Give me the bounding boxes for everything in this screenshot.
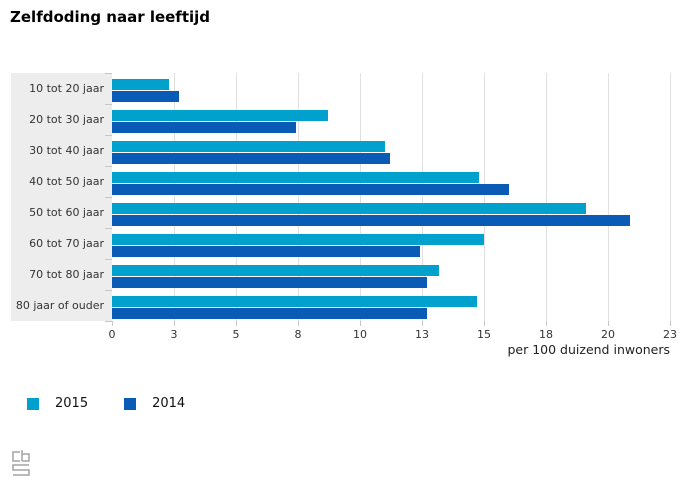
x-axis-tick — [360, 321, 361, 326]
x-axis-tick-label: 3 — [170, 328, 178, 341]
chart-row: 80 jaar of ouder — [11, 290, 677, 321]
bar-2014-20-tot-30-jaar[interactable] — [112, 122, 296, 133]
bar-2015-50-tot-60-jaar[interactable] — [112, 203, 586, 214]
row-plot — [112, 73, 670, 104]
bar-2015-20-tot-30-jaar[interactable] — [112, 110, 328, 121]
chart-rows: 10 tot 20 jaar 20 tot 30 jaar 30 tot 40 ja… — [11, 73, 677, 321]
x-axis-tick — [112, 321, 113, 326]
row-plot — [112, 104, 670, 135]
category-boundary-tick — [105, 104, 112, 105]
x-axis-tick — [422, 321, 423, 326]
bar-2014-30-tot-40-jaar[interactable] — [112, 153, 390, 164]
row-plot — [112, 166, 670, 197]
bar-2014-50-tot-60-jaar[interactable] — [112, 215, 631, 226]
gridline — [236, 73, 237, 321]
gridline — [546, 73, 547, 321]
x-axis-tick — [608, 321, 609, 326]
x-axis-tick — [670, 321, 671, 326]
x-axis-tick-label: 10 — [353, 328, 367, 341]
chart-row: 50 tot 60 jaar — [11, 197, 677, 228]
category-boundary-tick — [105, 166, 112, 167]
x-axis-tick-label: 8 — [294, 328, 302, 341]
gridline — [670, 73, 671, 321]
category-boundary-tick — [105, 197, 112, 198]
bar-2015-70-tot-80-jaar[interactable] — [112, 265, 440, 276]
category-label: 50 tot 60 jaar — [11, 197, 112, 228]
row-plot — [112, 228, 670, 259]
x-axis-tick-label: 23 — [663, 328, 677, 341]
chart-row: 30 tot 40 jaar — [11, 135, 677, 166]
legend: 2015 2014 — [27, 396, 185, 411]
x-axis-tick — [236, 321, 237, 326]
gridline — [174, 73, 175, 321]
category-boundary-tick — [105, 228, 112, 229]
category-label: 10 tot 20 jaar — [11, 73, 112, 104]
category-boundary-tick — [105, 259, 112, 260]
legend-swatch-2015 — [27, 397, 39, 410]
x-axis-tick-label: 5 — [232, 328, 240, 341]
bar-2015-10-tot-20-jaar[interactable] — [112, 79, 170, 90]
legend-item-2015[interactable]: 2015 — [27, 396, 88, 411]
chart-row: 20 tot 30 jaar — [11, 104, 677, 135]
x-axis-tick-label: 18 — [539, 328, 553, 341]
bar-2015-30-tot-40-jaar[interactable] — [112, 141, 385, 152]
chart-row: 40 tot 50 jaar — [11, 166, 677, 197]
category-label: 70 tot 80 jaar — [11, 259, 112, 290]
legend-label-2014: 2014 — [152, 396, 186, 411]
bar-2014-80-jaar-of-ouder[interactable] — [112, 308, 427, 319]
x-axis-tick-label: 13 — [415, 328, 429, 341]
category-boundary-tick — [105, 73, 112, 74]
chart-row: 10 tot 20 jaar — [11, 73, 677, 104]
category-label: 80 jaar of ouder — [11, 290, 112, 321]
legend-item-2014[interactable]: 2014 — [124, 396, 185, 411]
x-axis-tick — [546, 321, 547, 326]
gridline — [298, 73, 299, 321]
row-plot — [112, 197, 670, 228]
bar-chart: 10 tot 20 jaar 20 tot 30 jaar 30 tot 40 ja… — [11, 73, 677, 357]
bar-2015-80-jaar-of-ouder[interactable] — [112, 296, 477, 307]
category-boundary-tick — [105, 135, 112, 136]
x-axis-title: per 100 duizend inwoners — [507, 342, 670, 357]
gridline — [608, 73, 609, 321]
bar-2014-70-tot-80-jaar[interactable] — [112, 277, 427, 288]
x-axis-tick-label: 20 — [601, 328, 615, 341]
chart-row: 60 tot 70 jaar — [11, 228, 677, 259]
category-label: 40 tot 50 jaar — [11, 166, 112, 197]
gridline — [422, 73, 423, 321]
row-plot — [112, 259, 670, 290]
bar-2014-40-tot-50-jaar[interactable] — [112, 184, 509, 195]
legend-swatch-2014 — [124, 397, 137, 410]
row-plot — [112, 135, 670, 166]
category-boundary-tick — [105, 321, 112, 322]
bar-2014-60-tot-70-jaar[interactable] — [112, 246, 420, 257]
category-label: 30 tot 40 jaar — [11, 135, 112, 166]
x-axis-tick-label: 0 — [108, 328, 116, 341]
x-axis-tick-label: 15 — [477, 328, 491, 341]
x-axis-tick — [298, 321, 299, 326]
bar-2015-40-tot-50-jaar[interactable] — [112, 172, 480, 183]
bar-2015-60-tot-70-jaar[interactable] — [112, 234, 484, 245]
row-plot — [112, 290, 670, 321]
category-boundary-ticks — [105, 73, 112, 322]
bar-2014-10-tot-20-jaar[interactable] — [112, 91, 179, 102]
chart-row: 70 tot 80 jaar — [11, 259, 677, 290]
chart-title: Zelfdoding naar leeftijd — [10, 8, 211, 26]
legend-label-2015: 2015 — [55, 396, 89, 411]
category-label: 20 tot 30 jaar — [11, 104, 112, 135]
gridline — [360, 73, 361, 321]
gridline — [484, 73, 485, 321]
cbs-logo-icon — [10, 449, 32, 480]
x-axis-tick — [174, 321, 175, 326]
x-axis: 0 3 5 8 10 13 15 18 20 23 — [108, 321, 677, 343]
x-axis-tick — [484, 321, 485, 326]
category-label: 60 tot 70 jaar — [11, 228, 112, 259]
gridlines — [112, 73, 671, 321]
category-boundary-tick — [105, 290, 112, 291]
